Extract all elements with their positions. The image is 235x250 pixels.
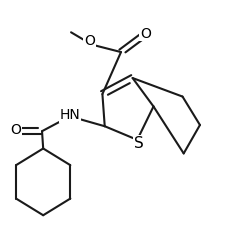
Text: O: O [10, 123, 21, 137]
Text: O: O [140, 26, 151, 40]
Text: HN: HN [59, 108, 80, 122]
Text: S: S [133, 136, 143, 151]
Text: O: O [84, 34, 95, 48]
